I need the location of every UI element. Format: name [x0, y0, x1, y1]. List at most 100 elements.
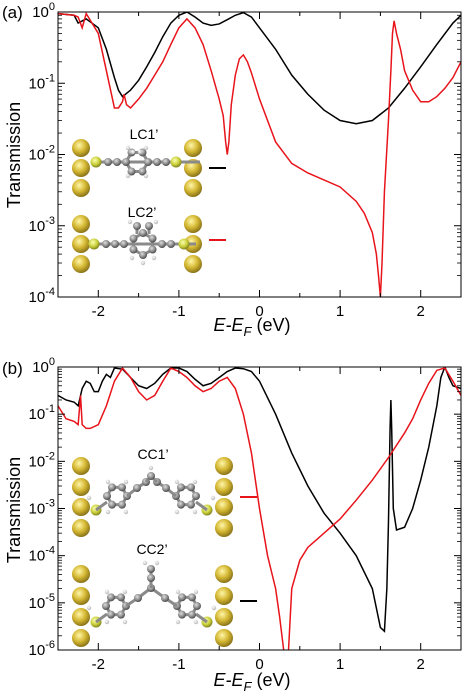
carbon-atom [103, 492, 111, 500]
gold-atom [184, 255, 202, 273]
hydrogen-atom [193, 619, 199, 625]
carbon-atom [122, 158, 130, 166]
carbon-atom [139, 251, 147, 259]
sulfur-atom [90, 156, 102, 168]
x-tick-label: -2 [92, 303, 105, 320]
carbon-atom [104, 158, 112, 166]
x-axis-label-text: E-EF (eV) [214, 670, 291, 694]
hydrogen-atom [192, 479, 198, 485]
hydrogen-atom [174, 509, 180, 515]
gold-atom [72, 629, 90, 647]
panel-a-ylabel-group: Transmission [4, 102, 24, 208]
bond [195, 612, 208, 624]
hydrogen-atom [154, 560, 160, 566]
carbon-atom [153, 158, 161, 166]
series-line-b-1 [58, 367, 461, 650]
y-tick-label: 10-5 [29, 592, 55, 612]
carbon-atom [167, 240, 175, 248]
series-line-a-1 [58, 12, 461, 297]
panel-a-molecule-lc2 [72, 215, 202, 273]
gold-atom [72, 478, 90, 496]
plot-frame [57, 11, 462, 298]
hydrogen-atom [105, 509, 111, 515]
carbon-atom [118, 483, 126, 492]
x-tick-label: 2 [417, 303, 425, 320]
carbon-atom [192, 492, 200, 500]
carbon-atom [158, 240, 166, 248]
panel-b-label: (b) [2, 359, 23, 378]
hydrogen-atom [140, 260, 146, 266]
hydrogen-atom [104, 619, 110, 625]
carbon-atom [129, 234, 138, 243]
y-tick-label: 10-3 [29, 498, 55, 518]
carbon-atom [113, 158, 121, 166]
gold-atom [72, 235, 90, 253]
carbon-atom [102, 602, 110, 610]
gold-atom [215, 519, 233, 537]
carbon-atom [138, 167, 147, 176]
gold-atom [215, 587, 233, 605]
panel-a-molecule-lc1 [72, 139, 202, 197]
hydrogen-atom [86, 605, 92, 611]
gold-atom [215, 478, 233, 496]
series-line-b-0 [58, 367, 461, 633]
hydrogen-atom [210, 495, 216, 501]
carbon-atom [118, 500, 126, 509]
carbon-atom [127, 167, 136, 176]
hydrogen-atom [104, 589, 110, 595]
y-tick-label: 100 [32, 1, 55, 21]
hydrogen-atom [148, 465, 154, 471]
carbon-atom [134, 594, 142, 602]
hydrogen-atom [153, 219, 159, 225]
bond [95, 612, 108, 624]
x-tick-label: 1 [336, 303, 344, 320]
panel-b-x-axis-label: E-EF (eV) [214, 670, 291, 694]
gold-atom [184, 179, 202, 197]
gold-atom [72, 255, 90, 273]
gold-atom [215, 498, 233, 516]
gold-atom [72, 587, 90, 605]
carbon-atom [108, 500, 116, 509]
y-tick-label: 10-4 [29, 286, 55, 306]
hydrogen-atom [192, 509, 198, 515]
bond [195, 500, 208, 512]
carbon-atom [187, 483, 195, 492]
carbon-atom [187, 500, 195, 509]
hydrogen-atom [122, 589, 128, 595]
series-line-a-0 [58, 12, 461, 125]
y-tick-label: 10-2 [29, 144, 55, 164]
y-tick-label: 10-2 [29, 450, 55, 470]
carbon-atom [139, 229, 147, 237]
hydrogen-atom [151, 255, 157, 261]
y-tick-label: 10-1 [29, 72, 55, 92]
x-tick-label: 0 [255, 303, 263, 320]
panel-a-label: (a) [2, 3, 23, 22]
sulfur-atom [88, 238, 100, 250]
panel-b-molecule-cc1 [72, 457, 233, 537]
carbon-atom [147, 565, 155, 573]
gold-atom [72, 159, 90, 177]
carbon-atom [147, 472, 155, 480]
y-tick-label: 10-4 [29, 545, 55, 565]
gold-atom [184, 139, 202, 157]
gold-atom [72, 457, 90, 475]
hydrogen-atom [123, 509, 129, 515]
hydrogen-atom [175, 589, 181, 595]
hydrogen-atom [143, 145, 149, 151]
carbon-atom [102, 240, 110, 248]
carbon-atom [145, 222, 153, 230]
hydrogen-atom [137, 149, 143, 155]
panel-a-y-axis-label: Transmission [4, 102, 24, 208]
gold-atom [215, 608, 233, 626]
x-tick-label: -1 [172, 303, 185, 320]
carbon-atom [178, 593, 186, 602]
carbon-atom [162, 484, 170, 492]
legend-label-cc1: CC1’ [137, 446, 168, 462]
legend-label-lc2: LC2’ [128, 204, 157, 220]
legend-label-lc1: LC1’ [130, 126, 159, 142]
x-tick-label: -1 [172, 656, 185, 673]
carbon-atom [133, 222, 141, 230]
panel-b-axes: -2 -1 0 1 2 100 10-1 10-2 10-3 10-4 10-5 10-6 [29, 356, 462, 673]
panel-b-ylabel-group: Transmission [4, 457, 24, 563]
